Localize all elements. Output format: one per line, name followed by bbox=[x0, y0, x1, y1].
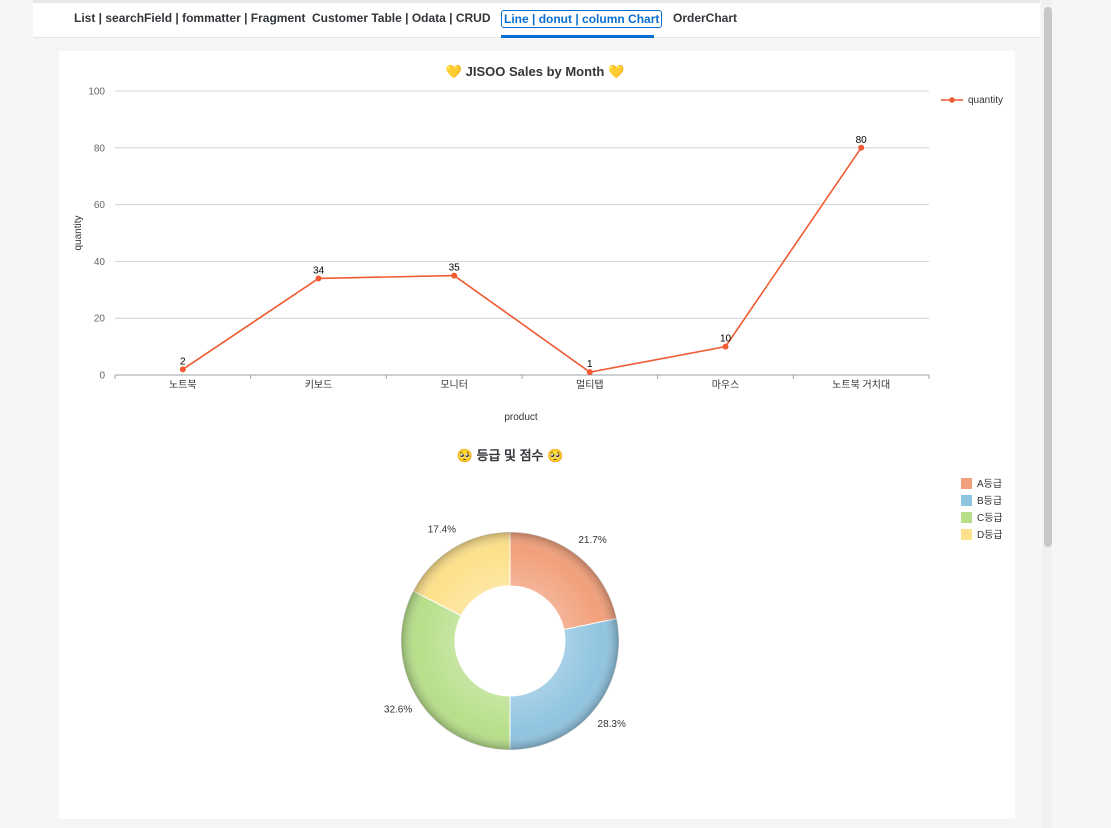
scrollbar-thumb[interactable] bbox=[1044, 7, 1052, 547]
data-label: 34 bbox=[313, 265, 325, 276]
data-point[interactable] bbox=[858, 144, 865, 151]
y-tick-label: 40 bbox=[94, 257, 106, 268]
top-border bbox=[33, 0, 1040, 3]
line-chart-title: 💛 JISOO Sales by Month 💛 bbox=[446, 64, 625, 79]
legend-label: A등급 bbox=[977, 478, 1002, 490]
tab-label: List | searchField | fommatter | Fragmen… bbox=[74, 11, 306, 25]
donut-chart: 🥺 등급 및 점수 🥺 21.7% 28.3% 32.6% 17.4% A등급 B등급 C… bbox=[384, 448, 1003, 751]
charts-canvas: 💛 JISOO Sales by Month 💛 0 20 40 60 80 100 노트… bbox=[73, 64, 1003, 751]
line-chart: 💛 JISOO Sales by Month 💛 0 20 40 60 80 100 노트… bbox=[73, 64, 1003, 423]
legend-label: C등급 bbox=[977, 512, 1003, 524]
x-tick-label: 마우스 bbox=[712, 379, 740, 391]
slice-value-label: 21.7% bbox=[578, 535, 606, 546]
legend-label: D등급 bbox=[977, 529, 1003, 541]
data-point[interactable] bbox=[722, 343, 729, 350]
x-tick-label: 노트북 거치대 bbox=[832, 379, 890, 391]
line-series: 2 34 35 1 10 80 bbox=[179, 135, 868, 376]
data-label: 80 bbox=[856, 135, 868, 146]
x-axis-ticks: 노트북 키보드 모니터 멀티탭 마우스 노트북 거치대 bbox=[114, 375, 930, 391]
line-legend[interactable]: quantity bbox=[941, 95, 1003, 106]
donut-slices bbox=[400, 531, 620, 751]
data-point[interactable] bbox=[179, 366, 186, 373]
data-label: 2 bbox=[180, 356, 186, 367]
app-shell: List | searchField | fommatter | Fragmen… bbox=[33, 0, 1040, 828]
legend-swatch bbox=[961, 478, 972, 489]
data-label: 10 bbox=[720, 334, 732, 345]
legend-label: B등급 bbox=[977, 495, 1002, 507]
data-point[interactable] bbox=[315, 275, 322, 282]
legend-swatch bbox=[961, 495, 972, 506]
tab-label: OrderChart bbox=[673, 11, 738, 25]
donut-slice[interactable] bbox=[400, 590, 511, 751]
data-label: 1 bbox=[587, 359, 593, 370]
donut-slice[interactable] bbox=[509, 617, 620, 751]
y-axis-label: quantity bbox=[73, 215, 84, 250]
y-tick-label: 0 bbox=[99, 371, 105, 382]
x-tick-label: 멀티탭 bbox=[576, 378, 604, 391]
legend-swatch bbox=[961, 512, 972, 523]
tab-charts[interactable]: Line | donut | column Chart bbox=[501, 3, 663, 38]
y-tick-label: 100 bbox=[88, 87, 105, 98]
content-area: 💛 JISOO Sales by Month 💛 0 20 40 60 80 100 노트… bbox=[33, 38, 1040, 828]
y-tick-label: 20 bbox=[94, 314, 106, 325]
legend-label: quantity bbox=[968, 95, 1003, 106]
slice-value-label: 17.4% bbox=[428, 525, 456, 536]
data-label: 35 bbox=[449, 263, 461, 274]
y-tick-label: 60 bbox=[94, 200, 106, 211]
tab-bar: List | searchField | fommatter | Fragmen… bbox=[33, 3, 1040, 38]
active-tab-indicator bbox=[501, 35, 654, 38]
x-axis-label: product bbox=[504, 412, 538, 423]
x-tick-label: 노트북 bbox=[169, 379, 197, 391]
x-tick-label: 모니터 bbox=[440, 379, 468, 391]
data-point[interactable] bbox=[586, 369, 593, 376]
donut-value-labels: 21.7% 28.3% 32.6% 17.4% bbox=[384, 525, 626, 730]
slice-value-label: 32.6% bbox=[384, 705, 412, 716]
right-margin bbox=[1054, 0, 1111, 828]
legend-swatch bbox=[961, 529, 972, 540]
slice-value-label: 28.3% bbox=[598, 719, 626, 730]
y-axis-ticks: 0 20 40 60 80 100 bbox=[88, 87, 105, 382]
data-point[interactable] bbox=[451, 272, 458, 279]
tab-label: Customer Table | Odata | CRUD bbox=[312, 11, 491, 25]
donut-legend: A등급 B등급 C등급 D등급 bbox=[961, 478, 1003, 541]
series-line bbox=[182, 147, 862, 374]
donut-chart-title: 🥺 등급 및 점수 🥺 bbox=[457, 448, 564, 463]
chart-panel: 💛 JISOO Sales by Month 💛 0 20 40 60 80 100 노트… bbox=[59, 51, 1015, 819]
tab-label: Line | donut | column Chart bbox=[501, 10, 663, 28]
legend-marker bbox=[949, 97, 955, 103]
y-tick-label: 80 bbox=[94, 143, 106, 154]
donut-slice[interactable] bbox=[509, 531, 618, 631]
x-tick-label: 키보드 bbox=[305, 379, 333, 391]
